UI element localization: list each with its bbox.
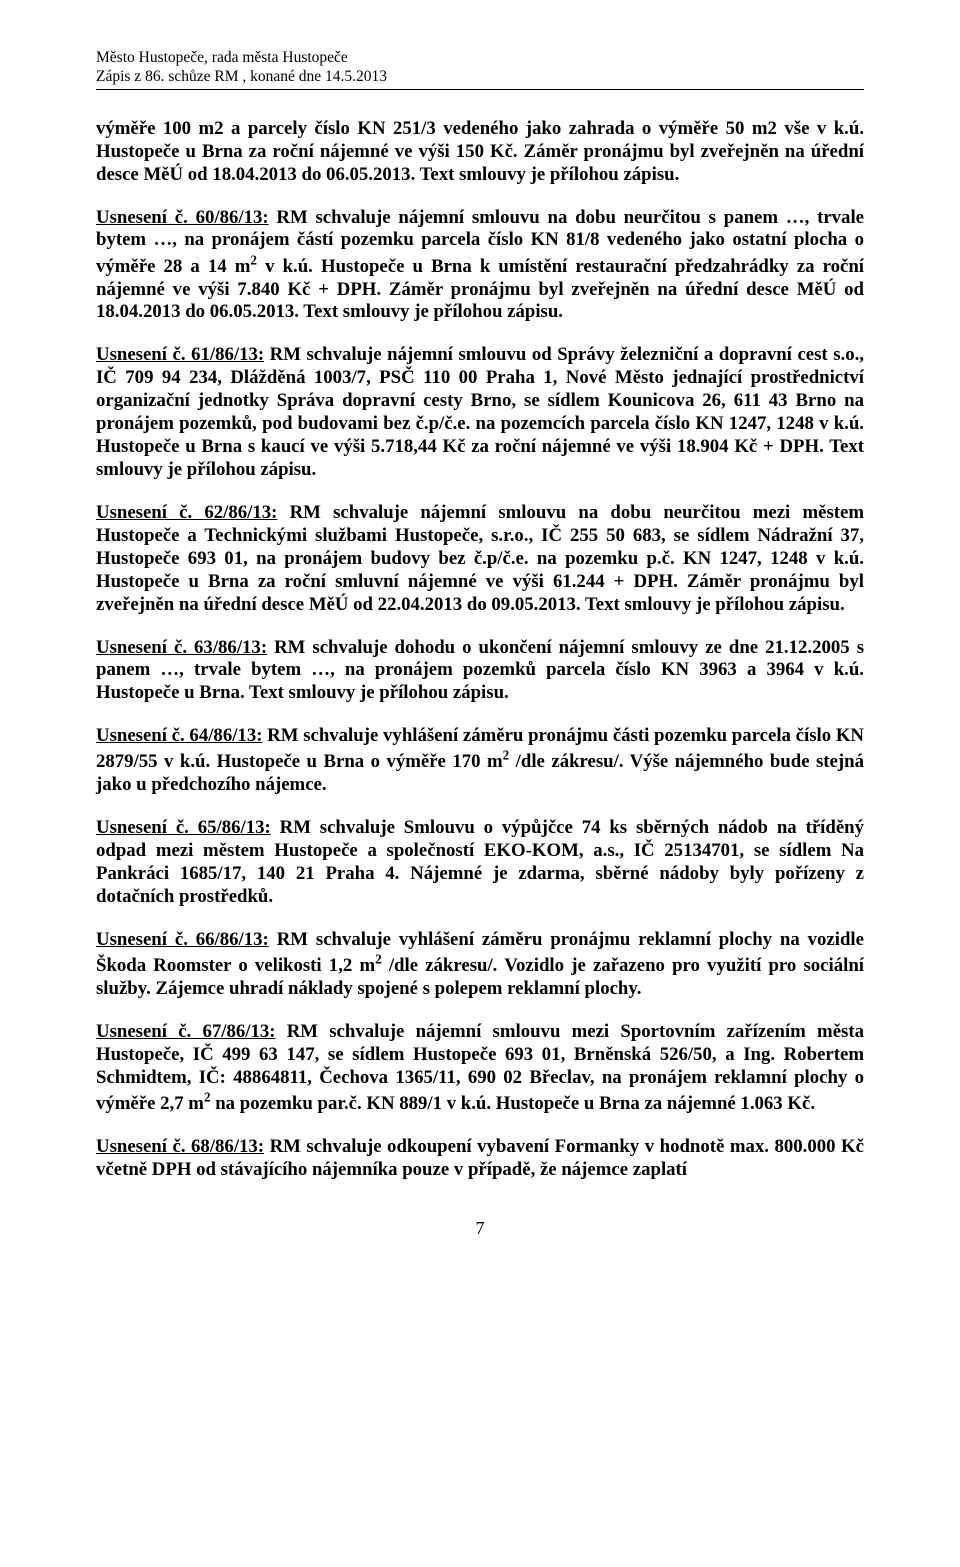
resolution-label: Usnesení č. 67/86/13: [96, 1021, 275, 1042]
paragraph: výměře 100 m2 a parcely číslo KN 251/3 v… [96, 118, 864, 187]
paragraph: Usnesení č. 67/86/13: RM schvaluje nájem… [96, 1021, 864, 1116]
paragraph: Usnesení č. 61/86/13: RM schvaluje nájem… [96, 344, 864, 482]
paragraph: Usnesení č. 65/86/13: RM schvaluje Smlou… [96, 817, 864, 909]
resolution-label: Usnesení č. 62/86/13: [96, 502, 277, 523]
paragraph: Usnesení č. 68/86/13: RM schvaluje odkou… [96, 1136, 864, 1182]
resolution-label: Usnesení č. 60/86/13: [96, 207, 269, 228]
document-page: Město Hustopeče, rada města Hustopeče Zá… [0, 0, 960, 1299]
resolution-label: Usnesení č. 66/86/13: [96, 929, 269, 950]
paragraph: Usnesení č. 63/86/13: RM schvaluje dohod… [96, 637, 864, 706]
page-header: Město Hustopeče, rada města Hustopeče Zá… [96, 48, 864, 90]
paragraph-body: výměře 100 m2 a parcely číslo KN 251/3 v… [96, 118, 864, 185]
resolution-label: Usnesení č. 68/86/13: [96, 1136, 264, 1157]
resolution-label: Usnesení č. 63/86/13: [96, 637, 267, 658]
header-line-2: Zápis z 86. schůze RM , konané dne 14.5.… [96, 67, 864, 86]
paragraph: Usnesení č. 62/86/13: RM schvaluje nájem… [96, 502, 864, 617]
paragraph: Usnesení č. 66/86/13: RM schvaluje vyhlá… [96, 929, 864, 1001]
paragraph: Usnesení č. 64/86/13: RM schvaluje vyhlá… [96, 725, 864, 797]
resolution-label: Usnesení č. 61/86/13: [96, 344, 264, 365]
resolution-label: Usnesení č. 65/86/13: [96, 817, 271, 838]
page-number: 7 [96, 1218, 864, 1239]
paragraph: Usnesení č. 60/86/13: RM schvaluje nájem… [96, 207, 864, 325]
header-line-1: Město Hustopeče, rada města Hustopeče [96, 48, 864, 67]
resolution-label: Usnesení č. 64/86/13: [96, 725, 262, 746]
